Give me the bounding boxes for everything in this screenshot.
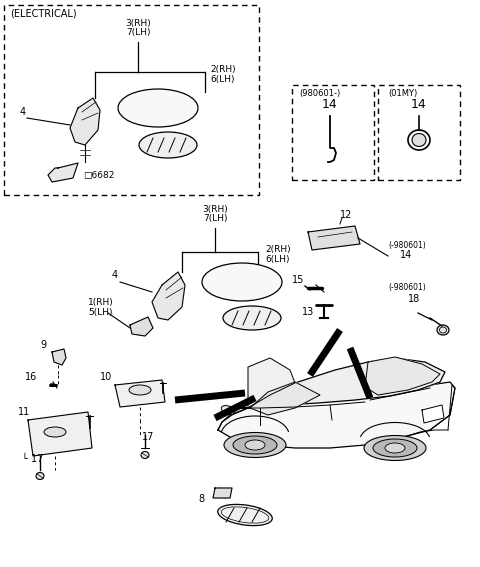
Text: 3(RH): 3(RH) <box>125 19 151 28</box>
Polygon shape <box>52 349 66 365</box>
Text: (980601-): (980601-) <box>299 89 340 98</box>
Polygon shape <box>422 405 444 423</box>
Ellipse shape <box>385 443 405 453</box>
Text: 7(LH): 7(LH) <box>126 28 150 37</box>
Ellipse shape <box>437 325 449 335</box>
Ellipse shape <box>221 405 235 414</box>
Bar <box>378 85 460 180</box>
Text: 11: 11 <box>18 407 30 417</box>
Polygon shape <box>70 98 100 145</box>
Polygon shape <box>213 488 232 498</box>
Ellipse shape <box>36 472 44 480</box>
Text: 15: 15 <box>292 275 304 285</box>
Ellipse shape <box>118 89 198 127</box>
Text: 6(LH): 6(LH) <box>210 75 235 84</box>
Text: 14: 14 <box>322 98 338 111</box>
Polygon shape <box>308 226 360 250</box>
Text: 10: 10 <box>100 372 112 382</box>
Ellipse shape <box>218 505 272 526</box>
Polygon shape <box>115 380 165 407</box>
Polygon shape <box>248 358 295 408</box>
Text: 18: 18 <box>408 294 420 304</box>
Polygon shape <box>48 163 78 182</box>
Bar <box>292 85 374 180</box>
Text: 4: 4 <box>112 270 118 280</box>
Text: └ 17: └ 17 <box>22 454 43 464</box>
Text: (-980601): (-980601) <box>388 283 426 292</box>
Ellipse shape <box>129 385 151 395</box>
Text: (ELECTRICAL): (ELECTRICAL) <box>10 8 77 18</box>
Text: 6(LH): 6(LH) <box>265 255 289 264</box>
Polygon shape <box>152 272 185 320</box>
Text: 14: 14 <box>400 250 412 260</box>
Text: 2(RH): 2(RH) <box>210 65 236 74</box>
Bar <box>4 5 259 195</box>
Ellipse shape <box>373 439 417 457</box>
Text: 14: 14 <box>411 98 427 111</box>
Text: 5(LH): 5(LH) <box>88 308 112 317</box>
Text: 12: 12 <box>340 210 352 220</box>
Text: □6682: □6682 <box>83 171 114 180</box>
Ellipse shape <box>245 440 265 450</box>
Text: 2(RH): 2(RH) <box>265 245 290 254</box>
Text: (01MY): (01MY) <box>388 89 417 98</box>
Ellipse shape <box>223 306 281 330</box>
Text: (-980601): (-980601) <box>388 241 426 250</box>
Text: 8: 8 <box>198 494 204 504</box>
Ellipse shape <box>364 435 426 460</box>
Ellipse shape <box>233 436 277 454</box>
Ellipse shape <box>139 132 197 158</box>
Ellipse shape <box>141 451 149 459</box>
Polygon shape <box>28 412 92 456</box>
Ellipse shape <box>412 133 426 146</box>
Polygon shape <box>365 357 440 395</box>
Polygon shape <box>130 317 153 336</box>
Ellipse shape <box>44 427 66 437</box>
Text: 16: 16 <box>25 372 37 382</box>
Ellipse shape <box>224 433 286 458</box>
Text: 9: 9 <box>40 340 46 350</box>
Text: 1(RH): 1(RH) <box>88 298 114 307</box>
Text: 7(LH): 7(LH) <box>203 214 227 223</box>
Ellipse shape <box>202 263 282 301</box>
Polygon shape <box>218 382 455 448</box>
Text: 17: 17 <box>142 432 155 442</box>
Text: 3(RH): 3(RH) <box>202 205 228 214</box>
Text: 13: 13 <box>302 307 314 317</box>
Polygon shape <box>235 358 445 408</box>
Text: 4: 4 <box>20 107 26 117</box>
Polygon shape <box>250 382 320 415</box>
